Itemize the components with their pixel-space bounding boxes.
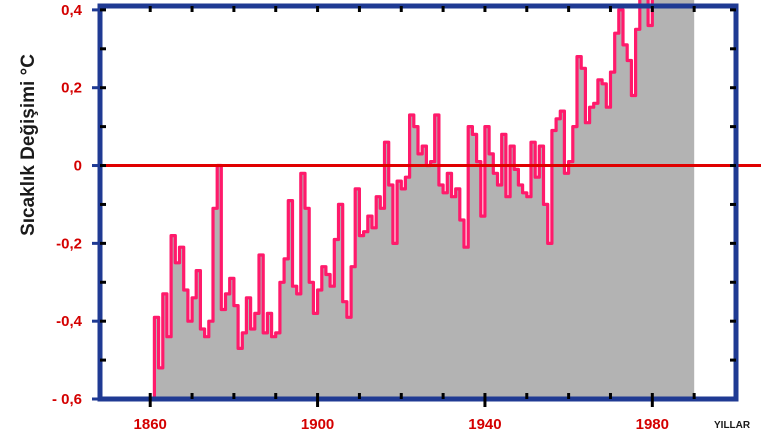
- y-tick-label: 0: [74, 158, 82, 175]
- x-tick-label: 1860: [134, 416, 167, 433]
- y-tick-label: -0,4: [56, 313, 83, 330]
- plot-frame: [97, 3, 739, 402]
- x-tick-label: 1940: [468, 416, 501, 433]
- y-tick-labels: 0,4 0,2 0 -0,2 -0,4 - 0,6: [52, 2, 83, 408]
- y-tick-label: - 0,6: [52, 391, 82, 408]
- y-axis-label: Sıcaklık Değişimi °C: [18, 54, 39, 236]
- y-tick-label: 0,2: [61, 80, 82, 97]
- x-tick-labels: 1860 1900 1940 1980: [134, 416, 669, 433]
- tick-marks: [92, 6, 736, 407]
- y-tick-label: 0,4: [61, 2, 83, 19]
- series-line: [152, 0, 654, 399]
- y-tick-label: -0,2: [56, 235, 82, 252]
- x-tick-label: 1900: [301, 416, 334, 433]
- x-tick-label: 1980: [636, 416, 669, 433]
- series-fill: [154, 0, 695, 399]
- x-axis-label: YILLAR: [714, 420, 751, 431]
- plot-area: [97, 0, 761, 402]
